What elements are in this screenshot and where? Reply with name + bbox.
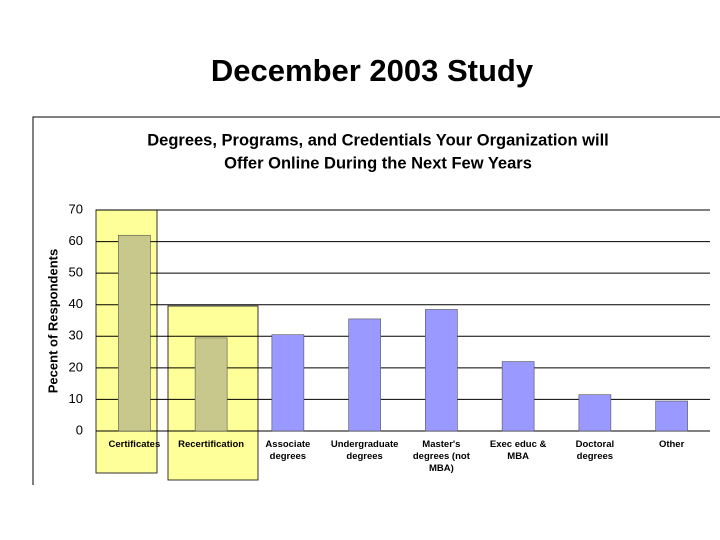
y-tick-label: 20 — [69, 359, 83, 374]
x-tick-label: Master's degrees (not MBA) — [412, 439, 470, 474]
bar — [578, 394, 612, 432]
x-tick-label: Associate degrees — [265, 439, 311, 462]
y-tick-label: 40 — [69, 296, 83, 311]
chart-title: Degrees, Programs, and Credentials Your … — [147, 131, 609, 149]
bar — [118, 234, 151, 432]
y-tick-label: 60 — [69, 233, 83, 248]
chart-frame — [32, 116, 720, 485]
y-axis-label: Pecent of Respondents — [45, 249, 60, 393]
x-tick-label: Other — [658, 439, 685, 450]
bar — [501, 361, 535, 432]
slide-title: December 2003 Study — [211, 53, 534, 88]
x-tick-label: Recertification — [178, 439, 245, 450]
y-tick-label: 50 — [69, 265, 83, 280]
x-tick-label: Doctoral degrees — [575, 439, 615, 462]
bar — [348, 318, 381, 432]
bar — [271, 334, 305, 432]
x-tick-label: Exec educ & MBA — [489, 439, 547, 462]
x-tick-label: Certificates — [108, 439, 161, 450]
y-tick-label: 70 — [69, 201, 83, 216]
bar — [655, 400, 688, 432]
bar — [425, 309, 458, 432]
y-tick-label: 30 — [69, 328, 83, 343]
chart-title: Offer Online During the Next Few Years — [224, 154, 532, 172]
plot: 0 10 20 30 40 50 60 70 — [69, 201, 710, 437]
y-tick-label: 0 — [76, 422, 83, 437]
x-tick-label: Undergraduate degrees — [330, 439, 399, 462]
bar — [194, 337, 228, 432]
y-tick-label: 10 — [69, 391, 83, 406]
